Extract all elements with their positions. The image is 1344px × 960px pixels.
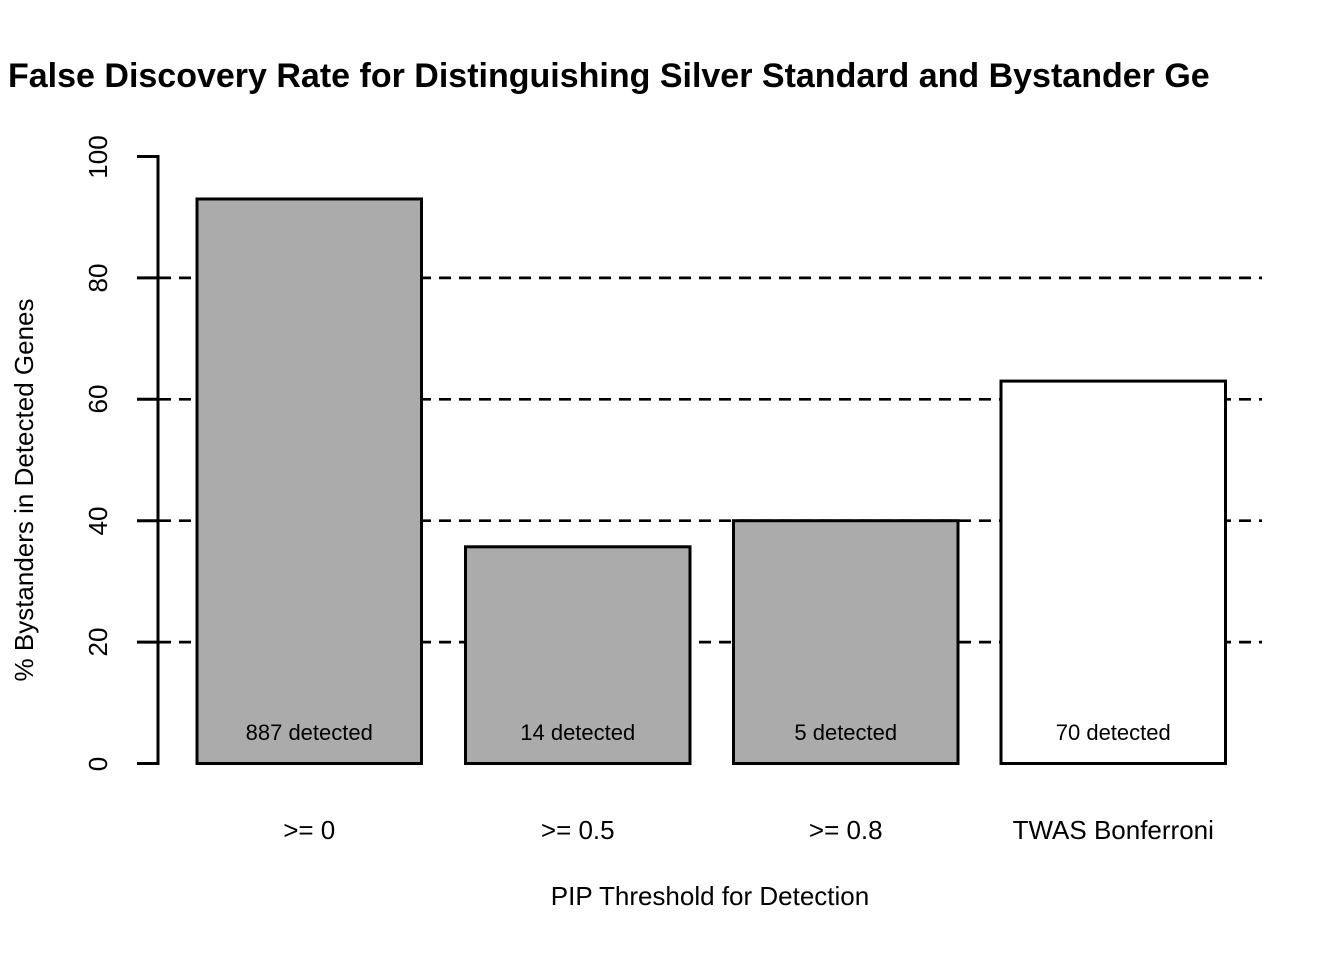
x-category-label-1: >= 0 [283, 815, 336, 845]
y-tick-label-20: 20 [83, 627, 113, 657]
bar-4 [999, 379, 1227, 765]
bar-3 [732, 519, 960, 766]
chart-title: False Discovery Rate for Distinguishing … [8, 57, 1210, 95]
bar-count-label-4: 70 detected [1055, 720, 1171, 745]
bar-count-label-3: 5 detected [794, 720, 898, 745]
x-category-label-2: >= 0.5 [540, 815, 615, 845]
y-tick-label-40: 40 [83, 506, 113, 536]
y-tick-label-0: 0 [83, 756, 113, 771]
y-axis-title: % Bystanders in Detected Genes [9, 298, 39, 682]
y-tick-label-80: 80 [83, 263, 113, 293]
x-category-label-3: >= 0.8 [808, 815, 883, 845]
y-tick-label-60: 60 [83, 384, 113, 414]
bar-count-label-2: 14 detected [520, 720, 636, 745]
bar-2 [464, 545, 692, 766]
y-tick-label-100: 100 [83, 134, 113, 179]
bar-1 [195, 197, 423, 766]
bar-count-label-1: 887 detected [245, 720, 373, 745]
x-axis-title: PIP Threshold for Detection [550, 881, 870, 911]
x-category-label-4: TWAS Bonferroni [1012, 815, 1214, 845]
